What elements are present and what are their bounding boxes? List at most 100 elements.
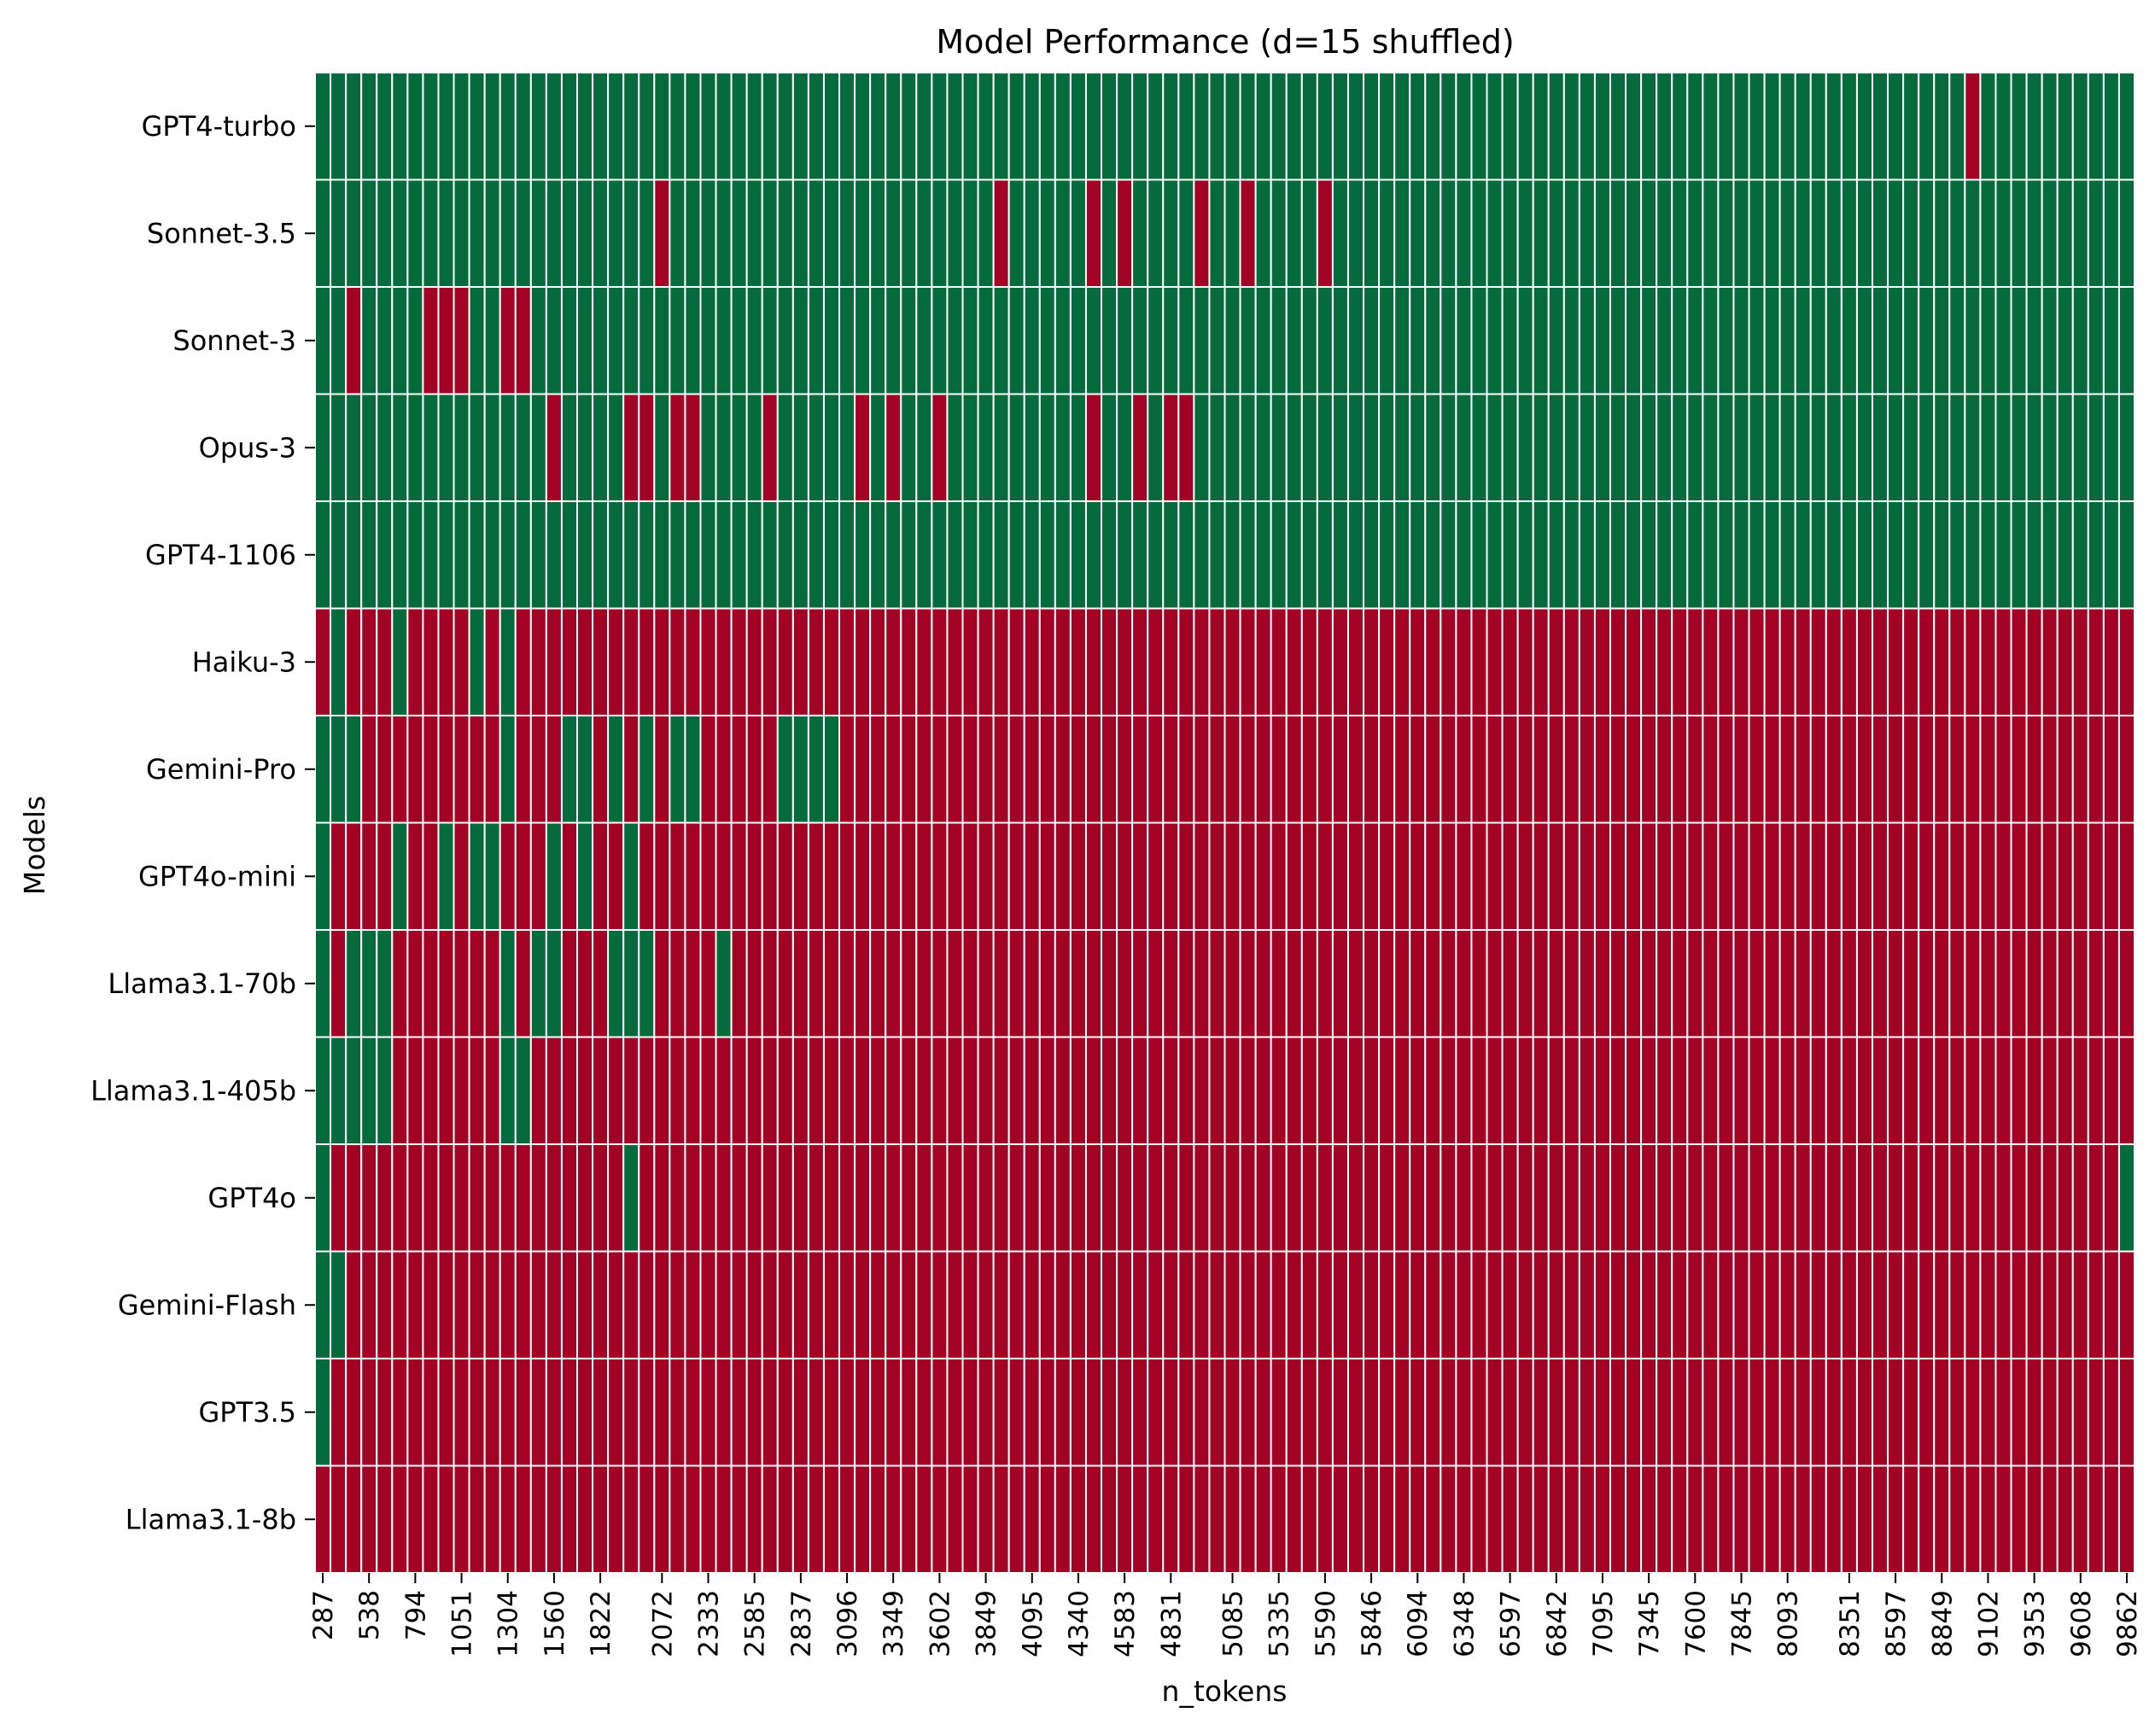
heatmap-cell	[1871, 72, 1889, 181]
heatmap-cell	[1331, 286, 1349, 395]
heatmap-cell	[1593, 1358, 1611, 1467]
heatmap-cell	[1177, 607, 1195, 716]
heatmap-cell	[1486, 929, 1504, 1038]
heatmap-cell	[838, 393, 856, 502]
heatmap-cell	[915, 286, 933, 395]
heatmap-cell	[360, 72, 378, 181]
heatmap-cell	[1516, 393, 1534, 502]
heatmap-cell	[915, 72, 933, 181]
heatmap-cell	[1717, 1464, 1735, 1574]
heatmap-cell	[1933, 1250, 1951, 1359]
heatmap-cell	[1763, 1250, 1781, 1359]
heatmap-cell	[791, 1143, 809, 1253]
heatmap-cell	[607, 821, 625, 931]
heatmap-cell	[1578, 72, 1596, 181]
heatmap-cell	[360, 1464, 378, 1574]
heatmap-cell	[1640, 286, 1658, 395]
heatmap-cell	[1871, 715, 1889, 824]
heatmap-cell	[838, 929, 856, 1038]
heatmap-cell	[499, 607, 517, 716]
heatmap-cell	[1378, 929, 1396, 1038]
heatmap-cell	[1270, 929, 1288, 1038]
heatmap-cell	[1948, 286, 1966, 395]
heatmap-cell	[1871, 1358, 1889, 1467]
heatmap-cell	[900, 1250, 918, 1359]
heatmap-cell	[2102, 178, 2120, 288]
heatmap-cell	[977, 929, 995, 1038]
heatmap-cell	[1486, 607, 1504, 716]
heatmap-cell	[545, 500, 563, 610]
heatmap-cell	[1593, 1464, 1611, 1574]
heatmap-cell	[1270, 1464, 1288, 1574]
heatmap-cell	[1208, 1036, 1226, 1145]
heatmap-cell	[376, 929, 394, 1038]
heatmap-cell	[1578, 393, 1596, 502]
heatmap-cell	[1778, 929, 1796, 1038]
heatmap-cell	[1501, 178, 1519, 288]
heatmap-cell	[1902, 1358, 1920, 1467]
heatmap-cell	[1363, 821, 1381, 931]
heatmap-cell	[1131, 72, 1149, 181]
x-tick-label: 5335	[1264, 1590, 1295, 1657]
heatmap-cell	[2071, 1358, 2089, 1467]
heatmap-cell	[1084, 178, 1103, 288]
heatmap-cell	[1763, 393, 1781, 502]
heatmap-cell	[1948, 1358, 1966, 1467]
heatmap-cell	[1501, 1358, 1519, 1467]
heatmap-cell	[684, 821, 702, 931]
heatmap-cell	[1007, 393, 1025, 502]
heatmap-cell	[822, 1143, 841, 1253]
heatmap-cell	[1084, 607, 1103, 716]
heatmap-cell	[1671, 1464, 1689, 1574]
heatmap-cell	[437, 1358, 455, 1467]
heatmap-cell	[992, 715, 1010, 824]
heatmap-cell	[1547, 821, 1565, 931]
heatmap-cell	[1101, 607, 1118, 716]
heatmap-cell	[1732, 286, 1750, 395]
heatmap-cell	[1300, 1143, 1318, 1253]
heatmap-cell	[1609, 72, 1627, 181]
heatmap-cell	[560, 500, 579, 610]
heatmap-cell	[1671, 607, 1689, 716]
heatmap-cell	[1902, 1143, 1920, 1253]
heatmap-cell	[529, 1358, 547, 1467]
heatmap-cell	[1054, 286, 1072, 395]
heatmap-cell	[1933, 286, 1951, 395]
heatmap-cell	[1054, 500, 1072, 610]
heatmap-cell	[684, 607, 702, 716]
heatmap-cell	[1887, 1358, 1905, 1467]
heatmap-cell	[1578, 178, 1596, 288]
heatmap-cell	[391, 500, 409, 610]
heatmap-cell	[1948, 1143, 1966, 1253]
heatmap-cell	[2087, 1036, 2105, 1145]
heatmap-cell	[1363, 286, 1381, 395]
heatmap-cell	[314, 1250, 332, 1359]
heatmap-cell	[1794, 286, 1812, 395]
heatmap-cell	[514, 1250, 532, 1359]
heatmap-cell	[406, 821, 424, 931]
heatmap-cell	[2041, 1250, 2059, 1359]
heatmap-cell	[1393, 607, 1411, 716]
heatmap-cell	[1147, 393, 1165, 502]
heatmap-cell	[1084, 500, 1103, 610]
heatmap-cell	[1470, 393, 1488, 502]
heatmap-cell	[1918, 821, 1936, 931]
heatmap-cell	[468, 72, 486, 181]
heatmap-cell	[1440, 1464, 1457, 1574]
heatmap-cell	[915, 715, 933, 824]
heatmap-cell	[1562, 393, 1580, 502]
heatmap-cell	[869, 929, 887, 1038]
heatmap-cell	[314, 1464, 332, 1574]
heatmap-cell	[607, 715, 625, 824]
heatmap-cell	[1285, 715, 1303, 824]
heatmap-cell	[2087, 821, 2105, 931]
heatmap-cell	[1440, 715, 1457, 824]
heatmap-cell	[1393, 286, 1411, 395]
x-tick-label: 7845	[1727, 1590, 1758, 1657]
heatmap-cell	[1193, 1036, 1211, 1145]
heatmap-cell	[1285, 821, 1303, 931]
heatmap-cell	[1994, 929, 2012, 1038]
heatmap-cell	[1101, 1036, 1118, 1145]
heatmap-cell	[1918, 1036, 1936, 1145]
heatmap-cell	[1748, 1143, 1766, 1253]
